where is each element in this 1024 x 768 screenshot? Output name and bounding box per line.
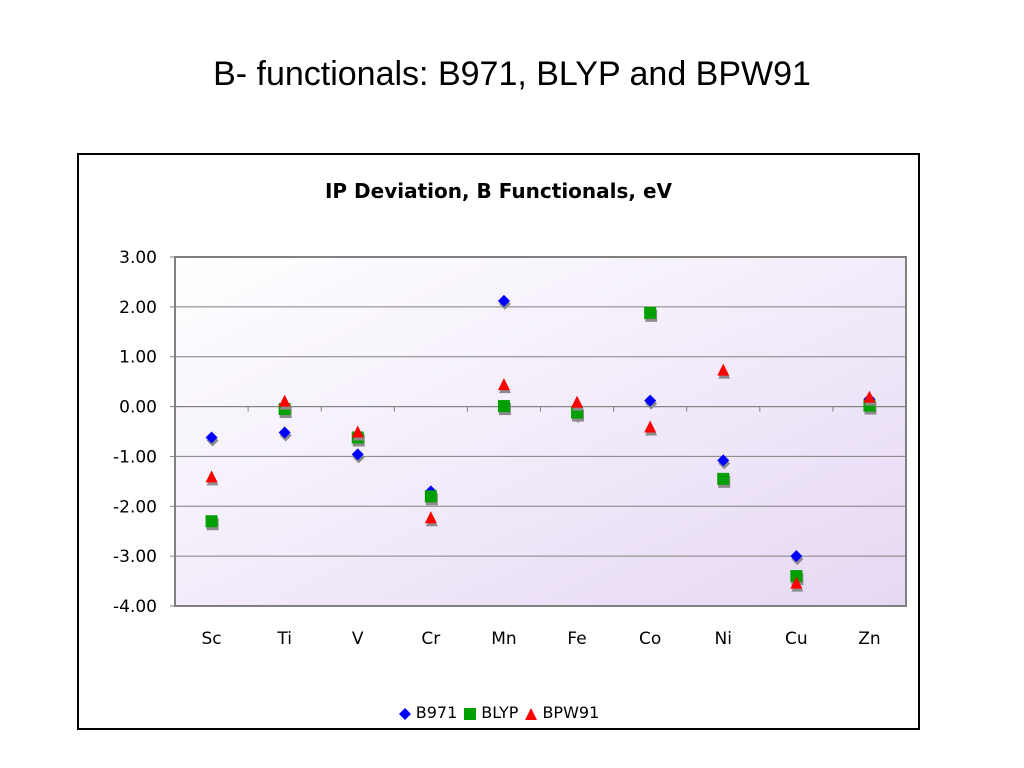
data-point-b971 <box>497 294 510 307</box>
data-point-bpw91 <box>717 363 730 376</box>
diamond-marker-icon <box>398 707 411 720</box>
triangle-marker-icon <box>525 707 538 720</box>
ytick-label: 3.00 <box>119 248 157 268</box>
ytick-label: 0.00 <box>119 398 157 418</box>
chart-legend: B971 BLYP BPW91 <box>79 703 918 722</box>
ytick-label: -3.00 <box>113 547 157 567</box>
scatter-chart: 3.00 2.00 1.00 0.00 -1.00 -2.00 -3.00 -4.00 Sc Ti… <box>113 248 907 649</box>
data-point-b971 <box>790 550 803 563</box>
data-point-blyp <box>424 490 437 503</box>
legend-item-bpw91: BPW91 <box>524 703 599 722</box>
xtick-label: Sc <box>201 629 221 649</box>
plot-area <box>175 257 906 606</box>
data-point-blyp <box>790 570 803 583</box>
legend-item-blyp: BLYP <box>463 703 518 722</box>
ytick-label: 2.00 <box>119 298 157 318</box>
legend-item-b971: B971 <box>398 703 458 722</box>
data-point-bpw91 <box>278 394 291 407</box>
xtick-label: Fe <box>567 629 586 649</box>
data-point-b971 <box>278 426 291 439</box>
chart-frame: IP Deviation, B Functionals, eV 3.00 2.00… <box>77 153 920 730</box>
data-point-bpw91 <box>205 470 218 483</box>
data-point-bpw91 <box>424 511 437 524</box>
xtick-label: Mn <box>491 629 516 649</box>
xtick-label: Co <box>639 629 661 649</box>
chart-title: IP Deviation, B Functionals, eV <box>324 179 673 203</box>
data-point-bpw91 <box>790 576 803 589</box>
data-point-bpw91 <box>351 425 364 438</box>
legend-label: BLYP <box>481 703 519 722</box>
xtick-label: Cr <box>421 629 440 649</box>
legend-label: BPW91 <box>542 703 600 722</box>
xtick-label: Ni <box>715 629 732 649</box>
data-point-blyp <box>717 472 730 485</box>
data-point-blyp <box>644 306 657 319</box>
ytick-label: -2.00 <box>113 497 157 517</box>
xtick-label: Ti <box>276 629 292 649</box>
data-point-bpw91 <box>497 378 510 391</box>
ytick-label: 1.00 <box>119 348 157 368</box>
ytick-label: -4.00 <box>113 597 157 617</box>
data-point-blyp <box>205 515 218 528</box>
data-point-bpw91 <box>571 395 584 408</box>
ytick-label: -1.00 <box>113 447 157 467</box>
slide-title: B- functionals: B971, BLYP and BPW91 <box>213 55 811 93</box>
xtick-label: Zn <box>858 629 880 649</box>
xtick-label: Cu <box>785 629 808 649</box>
data-point-b971 <box>351 448 364 461</box>
data-point-bpw91 <box>863 390 876 403</box>
data-point-b971 <box>644 394 657 407</box>
data-point-b971 <box>205 431 218 444</box>
xtick-label: V <box>352 629 364 649</box>
plot-border <box>174 256 907 607</box>
legend-label: B971 <box>415 703 458 722</box>
square-marker-icon <box>464 707 477 720</box>
data-point-b971 <box>717 454 730 467</box>
data-point-blyp <box>497 400 510 413</box>
data-point-bpw91 <box>644 420 657 433</box>
